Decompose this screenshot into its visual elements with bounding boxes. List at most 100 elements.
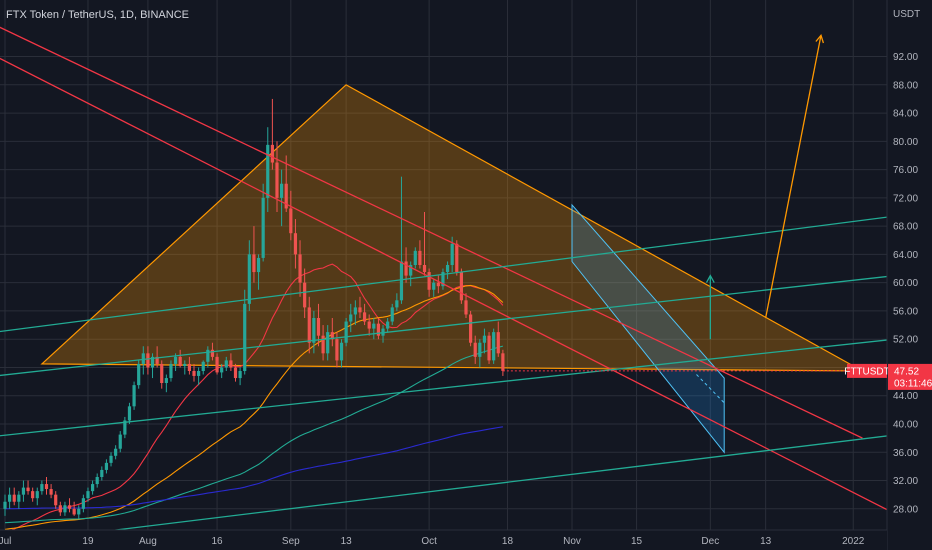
candle-body	[220, 367, 224, 373]
x-tick-label: Oct	[421, 536, 437, 547]
candle-body	[422, 265, 427, 273]
candle-body	[445, 265, 450, 273]
last-price-tag: FTTUSDT 47.52 03:11:46	[844, 363, 932, 390]
candle-body	[492, 332, 496, 361]
candle-body	[270, 144, 274, 163]
candle	[86, 487, 90, 502]
candle-body	[173, 356, 178, 364]
teal-channel-line	[0, 211, 928, 333]
candle	[275, 141, 279, 212]
candle	[192, 363, 196, 382]
candle	[492, 328, 496, 364]
candle-body	[17, 494, 21, 502]
candle-body	[183, 363, 187, 367]
x-tick-label: 18	[502, 536, 514, 547]
candle-body	[326, 332, 330, 354]
y-axis-unit: USDT	[893, 9, 920, 20]
candle-body	[137, 363, 141, 386]
x-tick-label: Nov	[563, 536, 581, 547]
candle	[293, 219, 298, 269]
candle	[464, 293, 468, 318]
candle	[312, 310, 316, 354]
candle-body	[501, 353, 505, 371]
candle	[77, 505, 81, 520]
candle-body	[390, 307, 394, 322]
candle-body	[229, 360, 233, 368]
candle-body	[197, 371, 201, 376]
candle	[284, 155, 288, 212]
candle-body	[482, 335, 487, 343]
candle-body	[399, 261, 404, 301]
candle	[114, 445, 118, 460]
candle-body	[31, 491, 35, 499]
candle	[496, 321, 500, 357]
chart-title: FTX Token / TetherUS, 1D, BINANCE	[6, 9, 189, 21]
candle-body	[293, 233, 298, 255]
candle	[478, 339, 482, 368]
candle-body	[321, 335, 325, 354]
candle	[399, 176, 404, 304]
candle	[17, 491, 21, 509]
moving-averages	[4, 263, 504, 534]
candle-body	[72, 508, 76, 515]
candle-body	[362, 312, 367, 322]
candle-body	[210, 349, 215, 357]
candle-body	[312, 318, 316, 343]
candle	[376, 318, 381, 340]
triangle-pattern	[40, 84, 863, 372]
candle	[482, 328, 487, 354]
candle	[31, 487, 35, 502]
candle-body	[335, 339, 339, 361]
candle-body	[289, 208, 293, 234]
candle	[206, 346, 210, 368]
candle-body	[252, 254, 256, 273]
candle-body	[164, 378, 168, 384]
candle-body	[339, 342, 344, 361]
x-tick-label: Dec	[701, 536, 719, 547]
x-tick-label: 2022	[842, 536, 865, 547]
candle	[40, 480, 44, 495]
symbol-badge	[847, 363, 887, 378]
candle	[160, 360, 164, 389]
candle	[316, 303, 321, 347]
candle	[197, 367, 201, 386]
candle	[229, 353, 233, 371]
candle-body	[58, 505, 62, 513]
candle-body	[275, 162, 279, 198]
candle	[95, 473, 99, 488]
candle-body	[150, 356, 155, 368]
candle	[243, 289, 247, 375]
candle-body	[298, 254, 302, 283]
x-tick-label: Jul	[0, 536, 11, 547]
candle-countdown: 03:11:46	[894, 378, 932, 389]
candle-body	[141, 353, 145, 364]
candle-body	[178, 356, 182, 367]
candle-body	[77, 508, 81, 515]
candle	[256, 254, 261, 290]
candle	[164, 374, 168, 393]
candle-body	[455, 243, 459, 273]
candle-body	[284, 183, 288, 209]
candle-body	[49, 489, 53, 495]
x-axis-panel[interactable]	[0, 530, 887, 550]
candle-body	[376, 323, 381, 336]
candle-body	[206, 349, 210, 362]
candle	[90, 480, 95, 495]
candle	[441, 268, 445, 290]
candle-body	[473, 342, 477, 357]
candle-body	[261, 197, 265, 258]
candle	[413, 247, 417, 269]
candle	[487, 332, 491, 364]
x-tick-label: 19	[82, 536, 94, 547]
y-axis-panel[interactable]	[887, 0, 932, 550]
candle	[459, 268, 463, 304]
candle	[21, 480, 26, 502]
teal-channel-line	[0, 271, 928, 377]
candle-body	[238, 371, 242, 379]
target-arrow-shaft	[765, 35, 822, 319]
candle	[330, 318, 334, 347]
candle-body	[155, 356, 159, 364]
candle	[81, 494, 85, 513]
